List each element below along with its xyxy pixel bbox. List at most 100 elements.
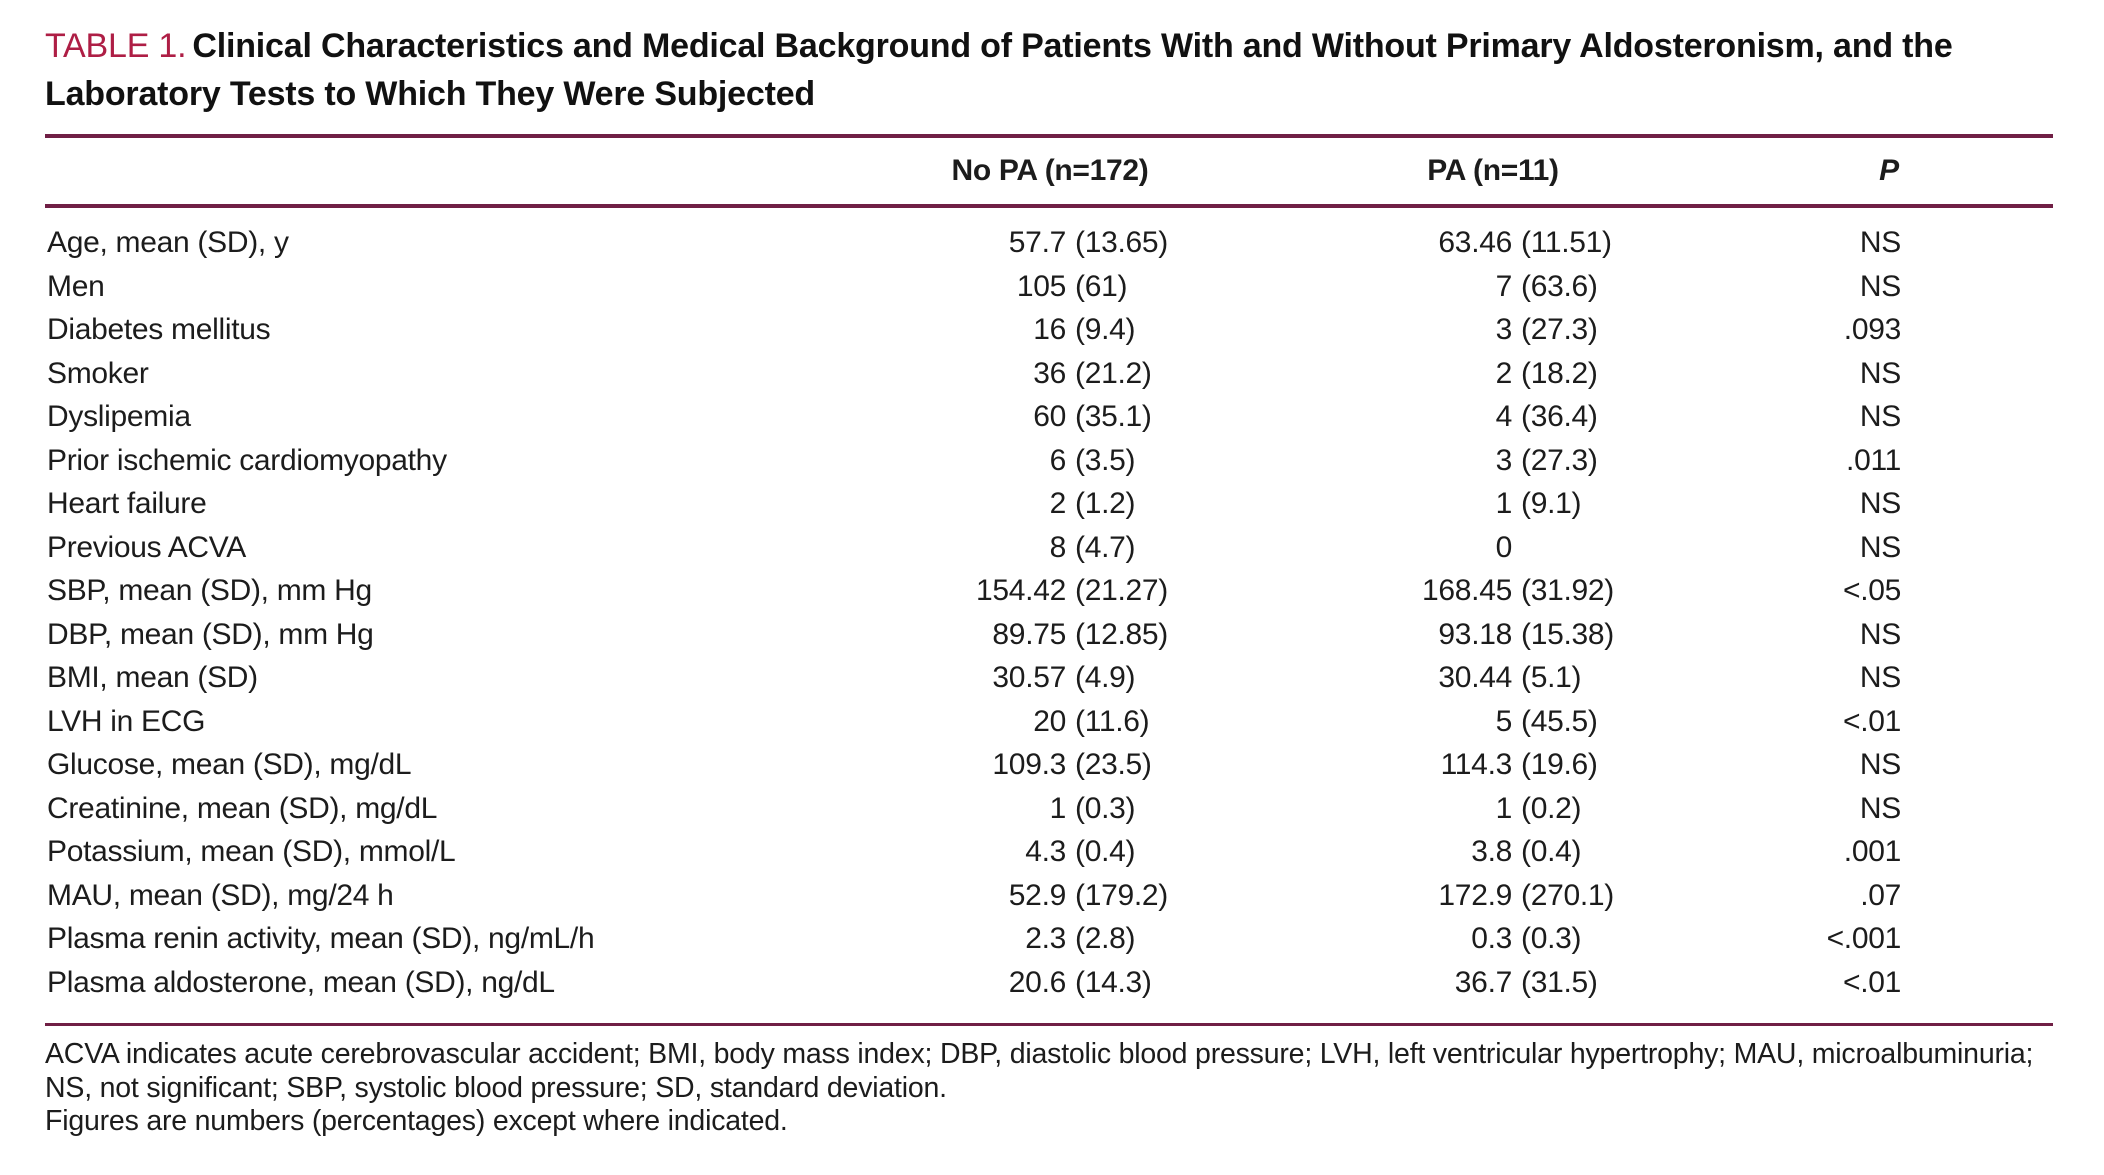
pa-value: 30.44 (1438, 661, 1512, 694)
no-pa-value: 89.75 (992, 617, 1066, 651)
table-row: Smoker 36 (21.2) 2 (18.2) NS (45, 352, 2053, 396)
table-row: Potassium, mean (SD), mmol/L 4.3 (0.4) 3… (45, 830, 2053, 874)
row-filler (1901, 395, 2053, 439)
column-header-p: P (1879, 154, 1899, 187)
pa-value: 0 (1495, 530, 1513, 564)
no-pa-sd: (0.3) (1075, 791, 1136, 825)
no-pa-sd: (4.7) (1075, 530, 1136, 564)
table-row: BMI, mean (SD) 30.57 (4.9) 30.44 (5.1) N… (45, 656, 2053, 700)
no-pa-value: 30.57 (992, 661, 1066, 694)
row-label: LVH in ECG (47, 704, 206, 738)
table-footnotes: ACVA indicates acute cerebrovascular acc… (45, 1038, 2053, 1139)
no-pa-sd: (61) (1075, 269, 1128, 303)
table-row: MAU, mean (SD), mg/24 h 52.9 (179.2) 172… (45, 874, 2053, 918)
row-label: Prior ischemic cardiomyopathy (47, 443, 447, 477)
table-row: Prior ischemic cardiomyopathy 6 (3.5) 3 … (45, 439, 2053, 483)
row-label: Heart failure (47, 487, 207, 520)
no-pa-value: 36 (1033, 356, 1066, 390)
pa-sd: (0.4) (1521, 835, 1582, 868)
pa-sd: (45.5) (1521, 704, 1598, 738)
footnote-note: Figures are numbers (percentages) except… (45, 1105, 788, 1137)
column-header-row: No PA (n=172) PA (n=11) P (45, 138, 2053, 204)
p-value: NS (1859, 748, 1901, 781)
table-row: Heart failure 2 (1.2) 1 (9.1) NS (45, 482, 2053, 526)
pa-value: 4 (1495, 400, 1513, 433)
header-rule (45, 204, 2053, 208)
pa-value: 2 (1495, 356, 1513, 390)
table-number-label: TABLE 1. (45, 27, 187, 65)
table-row: Glucose, mean (SD), mg/dL 109.3 (23.5) 1… (45, 743, 2053, 787)
p-value: NS (1859, 269, 1901, 303)
no-pa-value: 2 (1049, 487, 1067, 520)
table-row: Plasma aldosterone, mean (SD), ng/dL 20.… (45, 961, 2053, 1005)
table-row: SBP, mean (SD), mm Hg 154.42 (21.27) 168… (45, 569, 2053, 613)
pa-value: 3 (1495, 313, 1513, 346)
row-filler (1901, 830, 2053, 874)
no-pa-sd: (1.2) (1075, 487, 1136, 520)
bottom-rule (45, 1023, 2053, 1026)
table-1-figure: TABLE 1. Clinical Characteristics and Med… (45, 0, 2053, 1139)
row-label: SBP, mean (SD), mm Hg (47, 574, 372, 607)
row-filler (1901, 265, 2053, 309)
pa-value: 0.3 (1471, 922, 1512, 955)
p-value: NS (1859, 226, 1901, 259)
row-label: BMI, mean (SD) (47, 661, 258, 694)
pa-value: 3.8 (1471, 835, 1512, 868)
row-label: MAU, mean (SD), mg/24 h (47, 878, 394, 912)
pa-value: 36.7 (1454, 965, 1513, 999)
table-row: DBP, mean (SD), mm Hg 89.75 (12.85) 93.1… (45, 613, 2053, 657)
no-pa-sd: (3.5) (1075, 443, 1136, 477)
no-pa-value: 20 (1033, 704, 1066, 738)
table-row: LVH in ECG 20 (11.6) 5 (45.5) <.01 (45, 700, 2053, 744)
pa-value: 3 (1495, 443, 1513, 477)
pa-value: 63.46 (1438, 226, 1512, 259)
pa-sd: (9.1) (1521, 487, 1582, 520)
no-pa-sd: (11.6) (1075, 704, 1150, 738)
footnote-abbreviations: ACVA indicates acute cerebrovascular acc… (45, 1038, 2034, 1104)
pa-value: 1 (1495, 791, 1513, 825)
no-pa-value: 60 (1033, 400, 1066, 433)
p-value: .07 (1860, 878, 1901, 912)
row-filler (1901, 352, 2053, 396)
no-pa-sd: (9.4) (1075, 313, 1136, 346)
table-row: Diabetes mellitus 16 (9.4) 3 (27.3) .093 (45, 308, 2053, 352)
p-value: <.01 (1842, 704, 1901, 738)
row-filler (1901, 656, 2053, 700)
pa-sd: (18.2) (1521, 356, 1598, 390)
no-pa-sd: (21.2) (1075, 356, 1152, 390)
column-header-no-pa: No PA (n=172) (951, 154, 1149, 187)
pa-sd: (19.6) (1521, 748, 1598, 781)
row-label: Men (47, 269, 105, 303)
pa-sd: (270.1) (1521, 878, 1614, 912)
p-value: .093 (1843, 313, 1902, 346)
row-filler (1901, 961, 2053, 1005)
no-pa-value: 154.42 (976, 574, 1066, 607)
row-filler (1901, 613, 2053, 657)
no-pa-value: 52.9 (1008, 878, 1067, 912)
pa-sd: (27.3) (1521, 443, 1598, 477)
table-title: Clinical Characteristics and Medical Bac… (45, 27, 1953, 113)
pa-value: 1 (1495, 487, 1513, 520)
no-pa-value: 6 (1049, 443, 1067, 477)
pa-sd: (31.5) (1521, 965, 1598, 999)
no-pa-value: 20.6 (1008, 965, 1067, 999)
no-pa-sd: (14.3) (1075, 965, 1152, 999)
p-value: <.001 (1826, 922, 1902, 955)
row-filler (1901, 308, 2053, 352)
p-value: NS (1859, 400, 1901, 433)
no-pa-sd: (13.65) (1075, 226, 1168, 259)
row-label: Dyslipemia (47, 400, 191, 433)
row-label: Creatinine, mean (SD), mg/dL (47, 791, 438, 825)
pa-sd: (15.38) (1521, 617, 1614, 651)
p-value: NS (1859, 356, 1901, 390)
pa-sd: (63.6) (1521, 269, 1598, 303)
row-filler (1901, 526, 2053, 570)
row-label: Diabetes mellitus (47, 313, 271, 346)
row-filler (1901, 787, 2053, 831)
no-pa-sd: (4.9) (1075, 661, 1136, 694)
no-pa-sd: (35.1) (1075, 400, 1152, 433)
p-value: <.01 (1842, 965, 1901, 999)
no-pa-sd: (12.85) (1075, 617, 1168, 651)
p-value: NS (1859, 487, 1901, 520)
no-pa-value: 16 (1033, 313, 1066, 346)
